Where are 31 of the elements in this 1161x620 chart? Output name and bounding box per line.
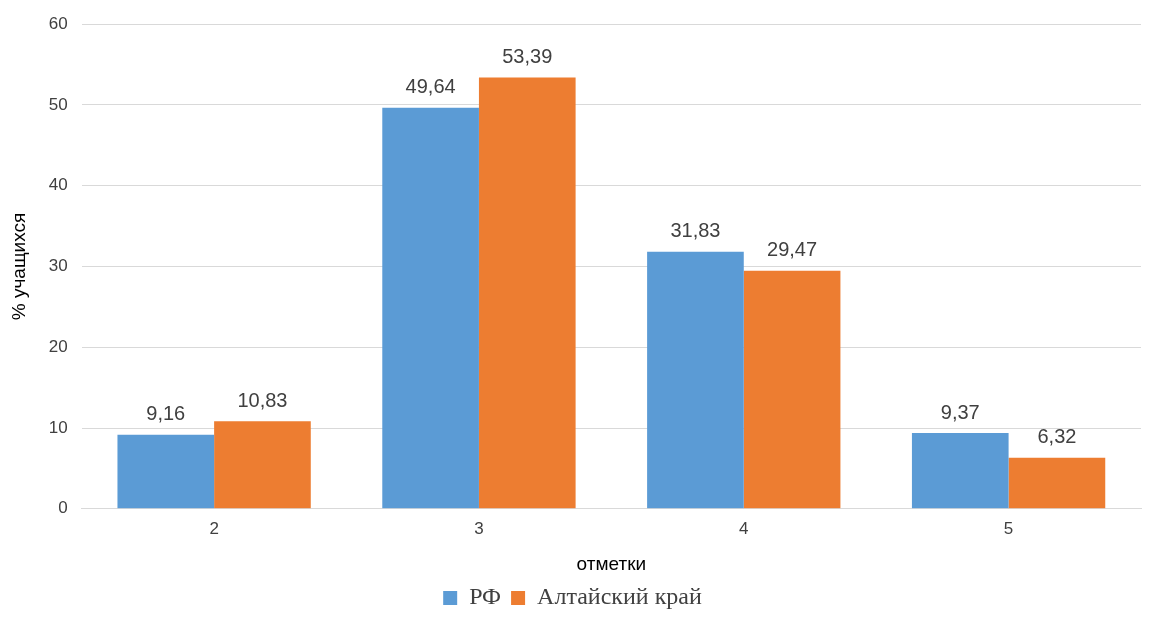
legend-label: Алтайский край <box>537 583 702 610</box>
bar <box>478 77 576 509</box>
bar <box>382 107 479 509</box>
x-axis-title: отметки <box>576 552 647 574</box>
y-tick-label: 40 <box>48 175 68 195</box>
bar <box>911 433 1009 509</box>
bar <box>743 270 841 509</box>
data-label: 29,47 <box>767 238 818 261</box>
y-tick-label: 10 <box>48 417 68 437</box>
y-tick-label: 50 <box>48 94 68 114</box>
y-tick-label: 20 <box>48 336 68 356</box>
bar <box>214 421 311 509</box>
legend-label: РФ <box>469 583 502 610</box>
data-label: 9,16 <box>146 402 186 425</box>
y-tick-label: 0 <box>58 498 68 518</box>
x-tick-label: 2 <box>209 518 219 538</box>
data-label: 10,83 <box>237 388 288 411</box>
x-tick-label: 4 <box>739 518 749 538</box>
x-tick-label: 5 <box>1003 518 1014 538</box>
data-label: 31,83 <box>670 219 721 242</box>
data-label: 49,64 <box>405 75 456 98</box>
y-axis-title: % учащихся <box>7 212 29 321</box>
bar <box>117 434 215 509</box>
y-tick-label: 60 <box>48 13 68 33</box>
data-label: 6,32 <box>1037 425 1077 448</box>
x-tick-label: 3 <box>474 518 484 538</box>
bar <box>1008 457 1106 509</box>
bar <box>647 251 744 509</box>
data-label: 53,39 <box>502 45 553 68</box>
y-tick-label: 30 <box>48 256 68 276</box>
data-label: 9,37 <box>940 400 980 423</box>
